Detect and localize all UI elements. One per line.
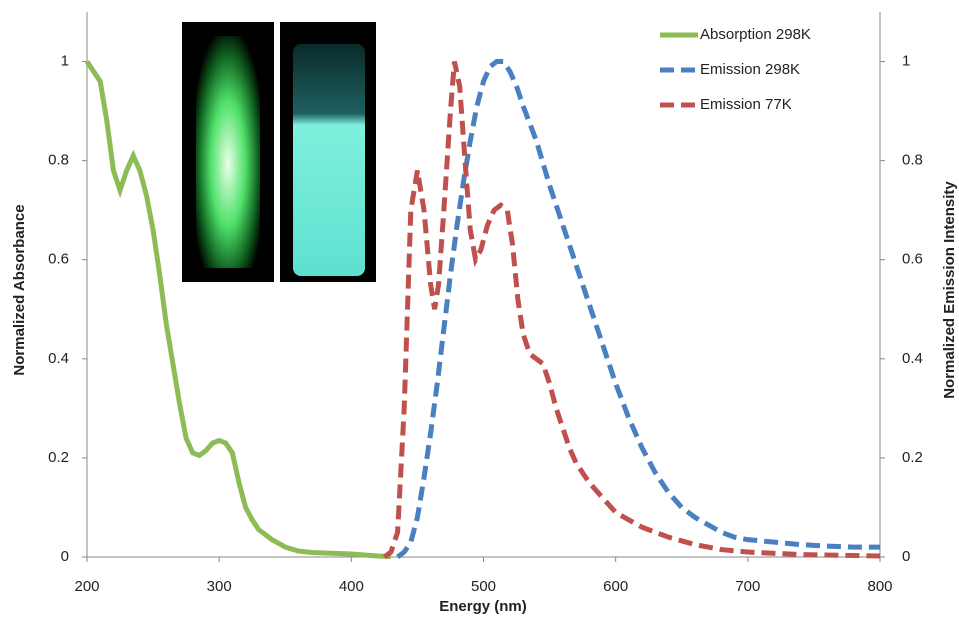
y-tick-label: 0.4 [48,350,69,367]
x-axis-title: Energy (nm) [439,598,527,615]
inset-photo [182,22,376,282]
x-tick-label: 300 [207,578,232,595]
y2-tick-label: 0.6 [902,251,923,268]
x-tick-label: 200 [74,578,99,595]
data-line [396,59,880,560]
y-tick-label: 1 [61,53,69,70]
data-line [84,60,392,559]
x-tick-label: 800 [867,578,892,595]
y2-tick-label: 0 [902,548,910,565]
x-tick-label: 500 [471,578,496,595]
y-tick-label: 0.8 [48,152,69,169]
y-tick-label: 0.2 [48,449,69,466]
x-tick-label: 400 [339,578,364,595]
y2-tick-label: 0.2 [902,449,923,466]
y-axis-title: Normalized Absorbance [11,204,28,375]
y-tick-label: 0 [61,548,69,565]
legend-label: Absorption 298K [700,26,811,43]
x-tick-label: 700 [735,578,760,595]
y2-axis-title: Normalized Emission Intensity [941,181,958,399]
y2-tick-label: 1 [902,53,910,70]
y2-tick-label: 0.8 [902,152,923,169]
data-line [382,61,881,559]
legend-label: Emission 298K [700,61,800,78]
legend-label: Emission 77K [700,96,792,113]
x-tick-label: 600 [603,578,628,595]
y2-tick-label: 0.4 [902,350,923,367]
y-tick-label: 0.6 [48,251,69,268]
